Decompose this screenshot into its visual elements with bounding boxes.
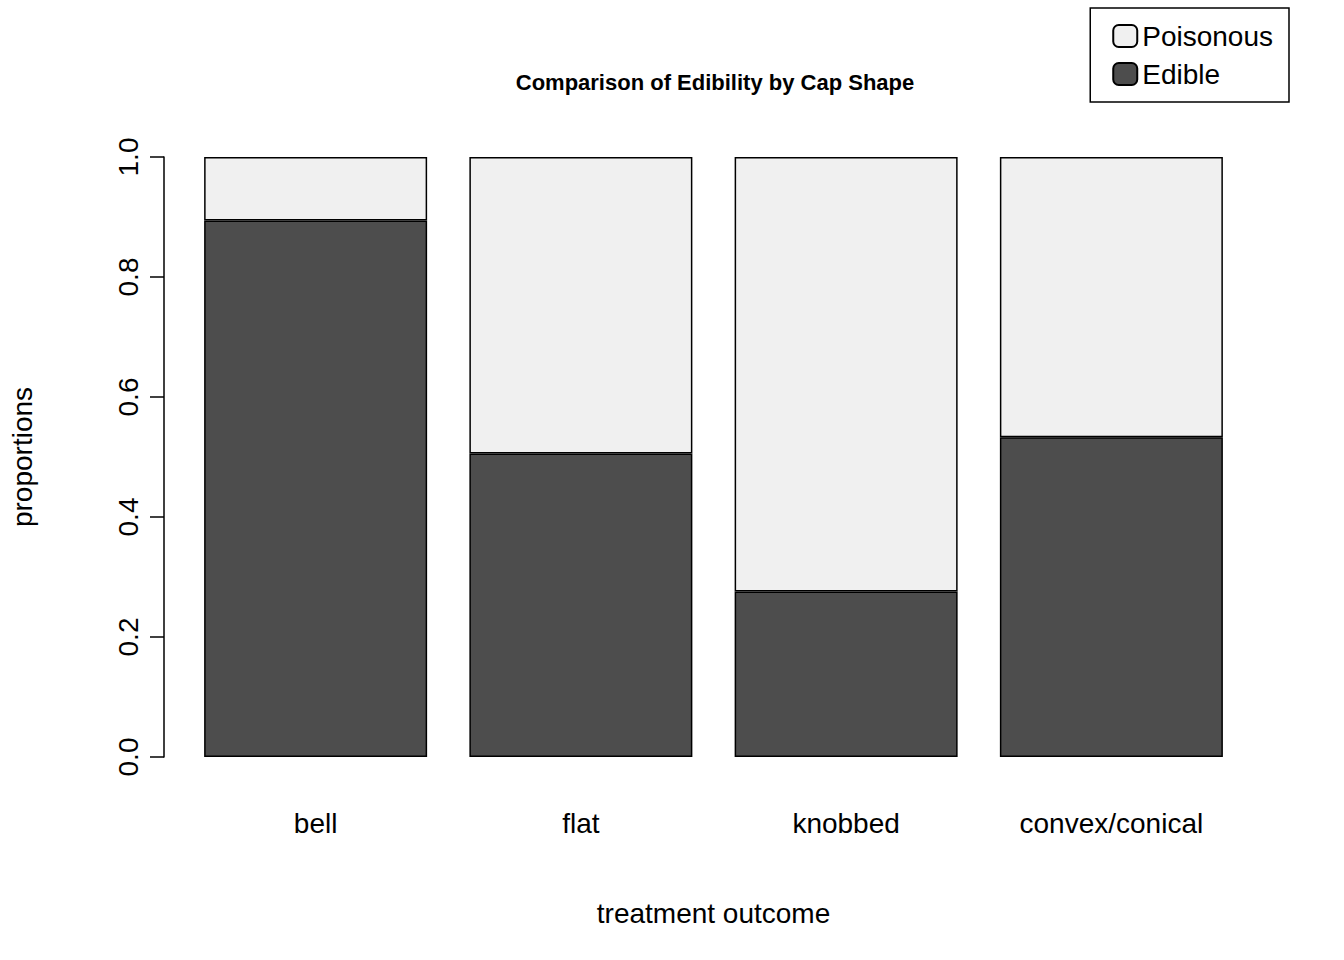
svg-text:0.8: 0.8 — [113, 258, 144, 297]
svg-text:Poisonous: Poisonous — [1142, 21, 1273, 52]
svg-text:0.0: 0.0 — [113, 738, 144, 777]
svg-text:Comparison of Edibility by Cap: Comparison of Edibility by Cap Shape — [516, 70, 915, 95]
svg-text:0.2: 0.2 — [113, 618, 144, 657]
svg-text:proportions: proportions — [7, 387, 38, 527]
svg-text:knobbed: knobbed — [792, 808, 899, 839]
svg-text:treatment outcome: treatment outcome — [597, 898, 830, 929]
svg-text:bell: bell — [294, 808, 338, 839]
svg-text:convex/conical: convex/conical — [1020, 808, 1204, 839]
svg-text:Edible: Edible — [1142, 59, 1220, 90]
svg-text:1.0: 1.0 — [113, 138, 144, 177]
svg-text:0.4: 0.4 — [113, 498, 144, 537]
svg-text:0.6: 0.6 — [113, 378, 144, 417]
svg-text:flat: flat — [562, 808, 600, 839]
